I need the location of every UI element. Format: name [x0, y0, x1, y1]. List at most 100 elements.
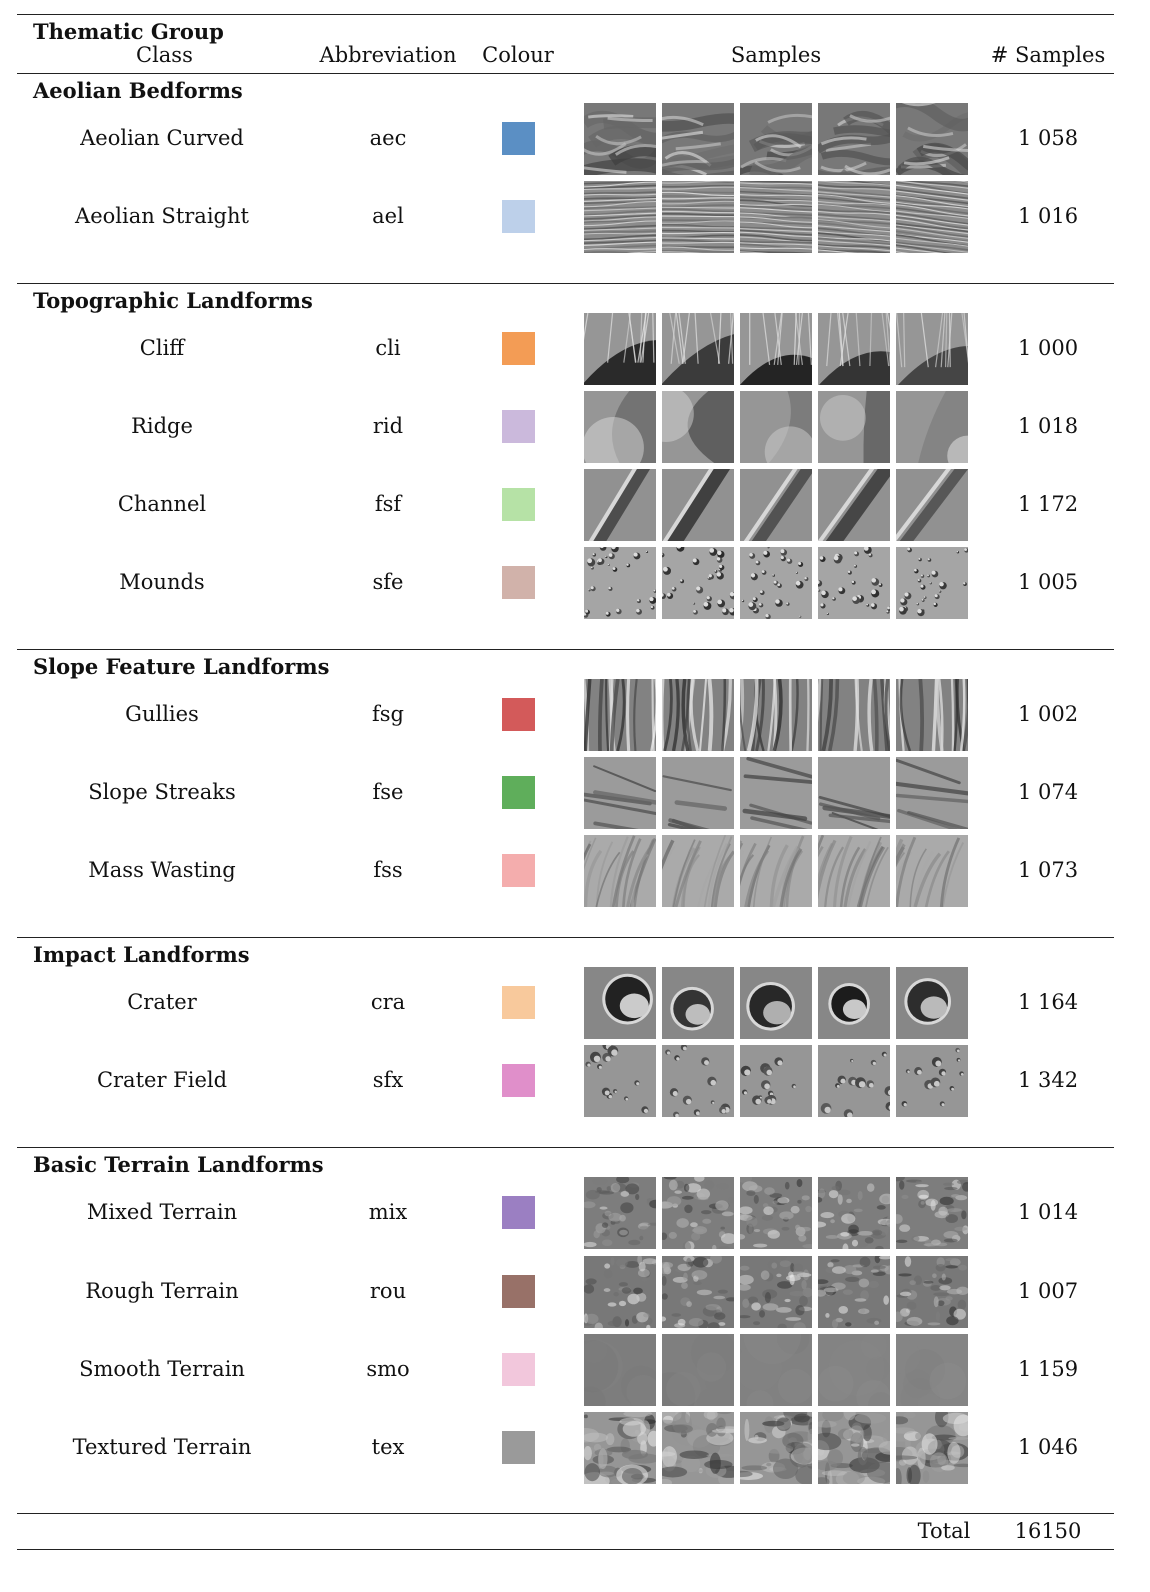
header-class: Class: [136, 43, 193, 67]
sample-thumbnail: [818, 1334, 890, 1406]
top-rule: [17, 14, 1114, 15]
sample-thumbnail: [740, 679, 812, 751]
sample-thumbnail: [818, 469, 890, 541]
sample-count: 1 007: [1017, 1279, 1079, 1303]
colour-swatch: [502, 776, 535, 809]
sample-images: [584, 1045, 970, 1117]
sample-thumbnail: [740, 313, 812, 385]
class-name: Mounds: [119, 570, 205, 594]
sample-images: [584, 1256, 970, 1328]
class-name: Aeolian Straight: [75, 204, 249, 228]
table-row: Textured Terrain tex 1 046: [0, 1410, 1150, 1484]
group-divider: [17, 1147, 1114, 1148]
sample-images: [584, 1334, 970, 1406]
sample-thumbnail: [740, 1334, 812, 1406]
sample-thumbnail: [896, 757, 968, 829]
table-row: Mixed Terrain mix 1 014: [0, 1175, 1150, 1249]
header-samples: Samples: [730, 43, 822, 67]
sample-thumbnail: [662, 1177, 734, 1249]
sample-thumbnail: [740, 1177, 812, 1249]
sample-thumbnail: [818, 1256, 890, 1328]
colour-swatch: [502, 1064, 535, 1097]
table-row: Aeolian Curved aec 1 058: [0, 101, 1150, 175]
sample-thumbnail: [662, 103, 734, 175]
sample-thumbnail: [818, 181, 890, 253]
sample-images: [584, 313, 970, 385]
class-name: Mass Wasting: [88, 858, 236, 882]
sample-count: 1 046: [1017, 1435, 1079, 1459]
group-title: Impact Landforms: [33, 942, 250, 967]
colour-swatch: [502, 1431, 535, 1464]
sample-thumbnail: [662, 469, 734, 541]
class-name: Ridge: [131, 414, 193, 438]
sample-count: 1 159: [1017, 1357, 1079, 1381]
class-abbreviation: fsf: [374, 492, 402, 516]
sample-thumbnail: [662, 547, 734, 619]
sample-images: [584, 181, 970, 253]
sample-thumbnail: [896, 1045, 968, 1117]
sample-thumbnail: [818, 103, 890, 175]
sample-count: 1 342: [1017, 1068, 1079, 1092]
sample-count: 1 016: [1017, 204, 1079, 228]
sample-count: 1 002: [1017, 702, 1079, 726]
class-abbreviation: cli: [375, 336, 401, 360]
sample-thumbnail: [896, 1177, 968, 1249]
colour-swatch: [502, 566, 535, 599]
sample-count: 1 018: [1017, 414, 1079, 438]
sample-thumbnail: [740, 391, 812, 463]
colour-swatch: [502, 410, 535, 443]
sample-thumbnail: [662, 679, 734, 751]
sample-count: 1 073: [1017, 858, 1079, 882]
colour-swatch: [502, 332, 535, 365]
class-abbreviation: tex: [371, 1435, 405, 1459]
sample-thumbnail: [896, 835, 968, 907]
sample-thumbnail: [818, 1177, 890, 1249]
sample-images: [584, 547, 970, 619]
class-name: Rough Terrain: [85, 1279, 239, 1303]
colour-swatch: [502, 1275, 535, 1308]
table-row: Gullies fsg 1 002: [0, 677, 1150, 751]
sample-thumbnail: [584, 1334, 656, 1406]
class-name: Gullies: [125, 702, 199, 726]
sample-thumbnail: [896, 469, 968, 541]
class-abbreviation: fsg: [372, 702, 404, 726]
class-abbreviation: ael: [372, 204, 404, 228]
sample-thumbnail: [896, 679, 968, 751]
total-value: 16150: [1014, 1519, 1082, 1543]
sample-thumbnail: [740, 757, 812, 829]
sample-thumbnail: [818, 679, 890, 751]
class-abbreviation: fse: [372, 780, 404, 804]
bottom-rule: [17, 1549, 1114, 1550]
class-name: Crater: [127, 990, 197, 1014]
total-label: Total: [917, 1519, 971, 1543]
sample-thumbnail: [584, 103, 656, 175]
header-abbreviation: Abbreviation: [319, 43, 457, 67]
table-row: Rough Terrain rou 1 007: [0, 1254, 1150, 1328]
group-title: Aeolian Bedforms: [33, 78, 243, 103]
sample-count: 1 058: [1017, 126, 1079, 150]
class-name: Aeolian Curved: [80, 126, 244, 150]
sample-images: [584, 103, 970, 175]
sample-thumbnail: [896, 181, 968, 253]
class-abbreviation: rid: [372, 414, 404, 438]
class-abbreviation: aec: [369, 126, 407, 150]
class-abbreviation: smo: [366, 1357, 410, 1381]
colour-swatch: [502, 1353, 535, 1386]
sample-thumbnail: [584, 679, 656, 751]
class-abbreviation: mix: [368, 1200, 408, 1224]
table-row: Smooth Terrain smo 1 159: [0, 1332, 1150, 1406]
sample-thumbnail: [740, 1256, 812, 1328]
sample-thumbnail: [818, 1412, 890, 1484]
table-row: Cliff cli 1 000: [0, 311, 1150, 385]
sample-thumbnail: [896, 547, 968, 619]
sample-thumbnail: [896, 967, 968, 1039]
sample-thumbnail: [584, 391, 656, 463]
table-row: Slope Streaks fse 1 074: [0, 755, 1150, 829]
header-rule: [17, 73, 1114, 74]
sample-thumbnail: [662, 391, 734, 463]
group-divider: [17, 283, 1114, 284]
colour-swatch: [502, 1196, 535, 1229]
sample-images: [584, 1177, 970, 1249]
sample-count: 1 014: [1017, 1200, 1079, 1224]
